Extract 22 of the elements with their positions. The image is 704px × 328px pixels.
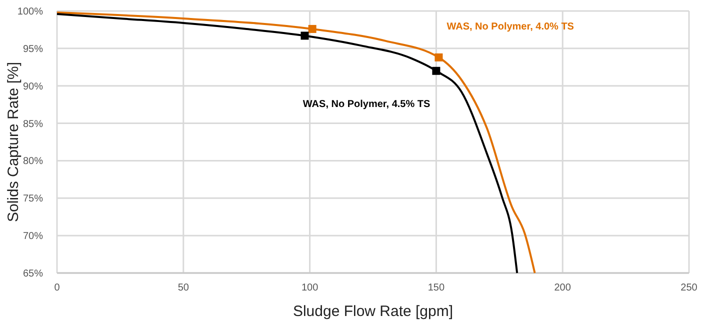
x-tick-label: 200	[554, 282, 572, 294]
x-tick-label: 100	[301, 282, 319, 294]
y-tick-label: 75%	[22, 194, 44, 205]
y-tick-label: 65%	[22, 268, 44, 280]
text: WAS, No Polymer, 4.5% TS	[302, 98, 431, 110]
text: WAS, No Polymer, 4.0% TS	[446, 21, 574, 32]
y-tick-label: 80%	[22, 156, 44, 168]
x-tick-label: 0	[54, 282, 60, 294]
x-tick-label: 50	[178, 282, 190, 294]
y-tick-label: 85%	[22, 118, 44, 130]
y-tick-label: 90%	[22, 81, 44, 92]
x-axis-title: Sludge Flow Rate [gpm]	[292, 303, 454, 320]
point	[432, 66, 440, 75]
y-tick-label: 100%	[17, 6, 44, 18]
point	[308, 24, 316, 33]
point	[300, 32, 309, 40]
y-axis-title: Solids Capture Rate [%]	[5, 62, 22, 222]
point	[434, 53, 443, 62]
y-tick-label: 95%	[22, 44, 44, 55]
y-tick-label: 70%	[22, 231, 44, 242]
x-tick-label: 150	[428, 282, 445, 294]
x-tick-label: 250	[680, 282, 698, 294]
